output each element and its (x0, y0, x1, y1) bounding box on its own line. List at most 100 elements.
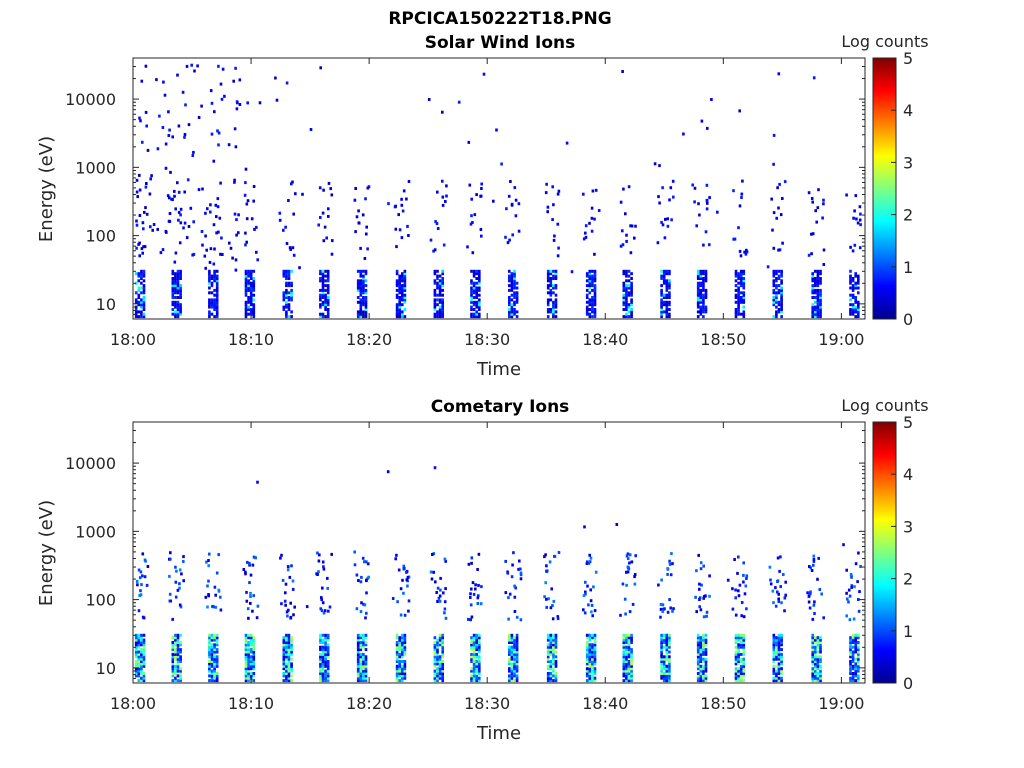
heatmap-cell (444, 559, 447, 563)
heatmap-cell (361, 213, 365, 217)
heatmap-cell (321, 274, 325, 278)
heatmap-cell (777, 291, 781, 295)
heatmap-cell (549, 281, 553, 285)
heatmap-cell (699, 672, 703, 675)
heatmap-cell (849, 645, 852, 649)
heatmap-cell (515, 648, 519, 652)
heatmap-cell (282, 664, 286, 668)
heatmap-cell (137, 293, 141, 297)
heatmap-cell (319, 288, 322, 292)
heatmap-cell (134, 655, 138, 659)
heatmap-cell (398, 310, 401, 314)
heatmap-cell (811, 638, 814, 642)
heatmap-cell (252, 641, 256, 644)
heatmap-cell (362, 657, 365, 661)
heatmap-cell (472, 269, 476, 273)
heatmap-cell (282, 657, 286, 661)
heatmap-cell (237, 213, 240, 217)
heatmap-cell (215, 286, 219, 290)
heatmap-cell (321, 560, 325, 564)
heatmap-cell (816, 645, 820, 649)
heatmap-cell (176, 667, 180, 671)
heatmap-cell (734, 672, 738, 675)
heatmap-cell (775, 655, 778, 659)
heatmap-cell (285, 272, 288, 276)
heatmap-cell (215, 641, 219, 644)
heatmap-cell (662, 300, 666, 304)
heatmap-cell (433, 291, 437, 295)
heatmap-cell (477, 552, 481, 556)
heatmap-cell (775, 669, 778, 673)
heatmap-cell (174, 679, 177, 683)
heatmap-cell (470, 296, 473, 299)
heatmap-cell (478, 657, 481, 661)
heatmap-cell (287, 674, 291, 678)
heatmap-cell (285, 672, 288, 675)
heatmap-cell (319, 641, 322, 644)
heatmap-cell (142, 308, 146, 311)
heatmap-cell (739, 281, 743, 285)
heatmap-cell (695, 224, 698, 228)
heatmap-cell (326, 672, 330, 675)
heatmap-cell (702, 269, 705, 273)
heatmap-cell (857, 636, 860, 640)
heatmap-cell (142, 284, 146, 288)
heatmap-cell (244, 633, 248, 637)
heatmap-cell (702, 660, 705, 663)
heatmap-cell (443, 611, 446, 615)
heatmap-cell (816, 277, 820, 280)
heatmap-cell (807, 594, 811, 598)
heatmap-cell (696, 310, 700, 314)
heatmap-cell (510, 288, 514, 292)
heatmap-cell (183, 190, 186, 194)
heatmap-cell (169, 599, 172, 603)
heatmap-cell (668, 272, 671, 276)
heatmap-cell (403, 652, 407, 656)
heatmap-cell (364, 279, 368, 283)
heatmap-cell (816, 296, 820, 299)
heatmap-cell (436, 190, 439, 194)
heatmap-cell (362, 641, 365, 644)
heatmap-cell (249, 633, 253, 637)
heatmap-cell (543, 555, 546, 559)
heatmap-cell (287, 199, 290, 202)
heatmap-cell (772, 643, 776, 647)
heatmap-cell (622, 645, 626, 649)
heatmap-cell (850, 585, 853, 589)
heatmap-cell (816, 206, 820, 210)
heatmap-cell (625, 303, 628, 307)
heatmap-cell (554, 274, 558, 278)
heatmap-cell (441, 179, 444, 183)
heatmap-cell (510, 575, 514, 579)
panel-2-x-ticks: 18:00 18:10 18:20 18:30 18:40 18:50 19:00 (110, 422, 864, 713)
heatmap-cell (177, 218, 180, 222)
heatmap-cell (432, 249, 435, 253)
heatmap-cell (660, 310, 663, 314)
heatmap-cell (702, 674, 705, 678)
heatmap-cell (319, 645, 322, 649)
heatmap-cell (356, 312, 360, 316)
heatmap-cell (552, 636, 555, 640)
heatmap-cell (627, 274, 631, 278)
heatmap-cell (227, 143, 231, 147)
heatmap-cell (139, 589, 142, 593)
heatmap-cell (213, 272, 216, 276)
heatmap-cell (665, 650, 669, 654)
heatmap-cell (661, 603, 665, 607)
heatmap-cell (591, 652, 594, 656)
heatmap-cell (215, 636, 219, 640)
heatmap-cell (472, 652, 476, 656)
heatmap-cell (776, 186, 779, 190)
heatmap-cell (777, 277, 781, 280)
heatmap-cell (662, 277, 666, 280)
heatmap-cell (662, 657, 666, 661)
heatmap-cell (478, 664, 481, 668)
heatmap-cell (780, 286, 783, 290)
heatmap-cell (552, 660, 555, 663)
heatmap-cell (244, 312, 248, 316)
heatmap-cell (848, 618, 852, 622)
heatmap-cell (816, 303, 820, 307)
heatmap-cell (249, 298, 253, 302)
heatmap-cell (702, 277, 705, 280)
heatmap-cell (144, 185, 148, 189)
